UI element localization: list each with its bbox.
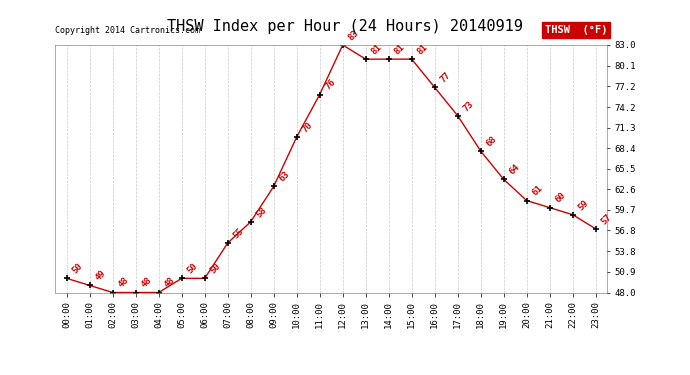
Text: 70: 70 bbox=[301, 120, 315, 134]
Text: 50: 50 bbox=[186, 262, 200, 276]
Text: 55: 55 bbox=[232, 226, 246, 240]
Text: 50: 50 bbox=[71, 262, 85, 276]
Text: 73: 73 bbox=[462, 99, 476, 113]
Text: 64: 64 bbox=[508, 163, 522, 177]
Text: 81: 81 bbox=[416, 42, 430, 56]
Text: 77: 77 bbox=[439, 70, 453, 85]
Text: THSW  (°F): THSW (°F) bbox=[544, 25, 607, 35]
Text: 81: 81 bbox=[370, 42, 384, 56]
Text: 50: 50 bbox=[209, 262, 223, 276]
Text: 59: 59 bbox=[577, 198, 591, 212]
Text: 49: 49 bbox=[94, 268, 108, 283]
Text: 61: 61 bbox=[531, 184, 545, 198]
Text: 81: 81 bbox=[393, 42, 407, 56]
Text: Copyright 2014 Cartronics.com: Copyright 2014 Cartronics.com bbox=[55, 26, 200, 35]
Text: 48: 48 bbox=[117, 276, 131, 290]
Text: 60: 60 bbox=[554, 191, 568, 205]
Text: 48: 48 bbox=[140, 276, 154, 290]
Text: 58: 58 bbox=[255, 205, 269, 219]
Text: THSW Index per Hour (24 Hours) 20140919: THSW Index per Hour (24 Hours) 20140919 bbox=[167, 19, 523, 34]
Text: 48: 48 bbox=[163, 276, 177, 290]
Text: 83: 83 bbox=[347, 28, 361, 42]
Text: 63: 63 bbox=[278, 170, 292, 184]
Text: 57: 57 bbox=[600, 212, 614, 226]
Text: 68: 68 bbox=[485, 134, 499, 148]
Text: 76: 76 bbox=[324, 78, 338, 92]
